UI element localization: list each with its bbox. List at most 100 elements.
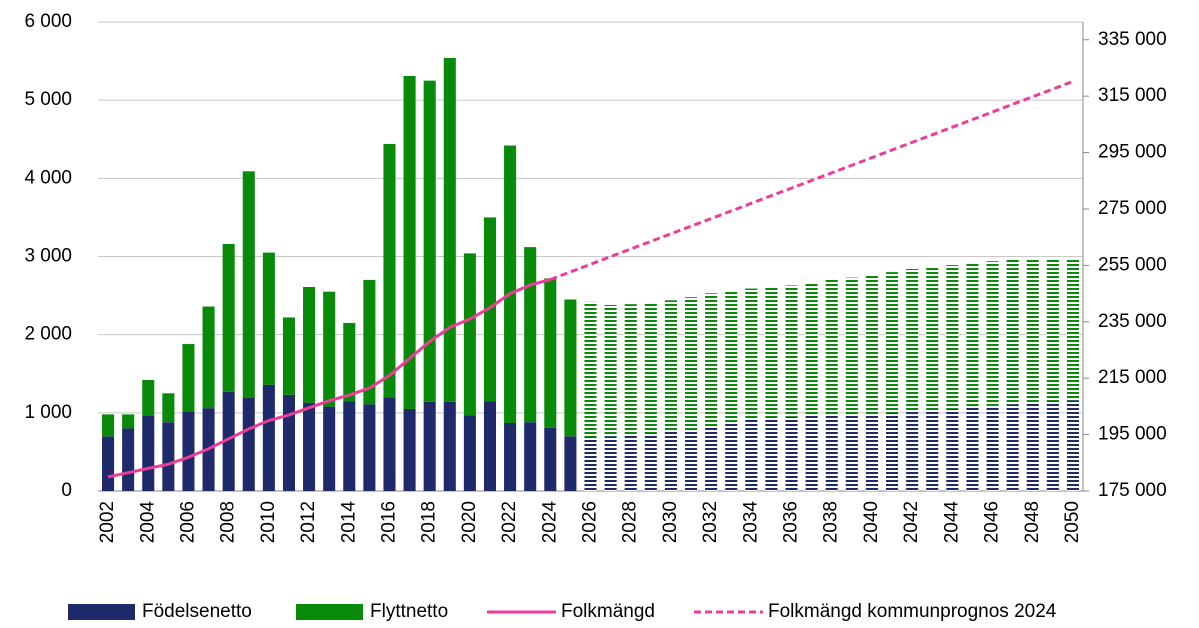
bar (664, 431, 677, 491)
x-tick-label: 2014 (338, 501, 359, 544)
bar (966, 407, 979, 491)
bar (926, 266, 939, 411)
x-tick-label: 2006 (177, 501, 198, 543)
bar (986, 261, 999, 406)
bar (906, 412, 919, 491)
bar (303, 286, 316, 403)
x-tick-label: 2008 (218, 501, 239, 543)
x-tick-label: 2032 (700, 501, 721, 543)
bar (142, 380, 155, 416)
bar (142, 415, 155, 491)
bar (845, 277, 858, 415)
bar (122, 428, 135, 491)
bar (182, 344, 195, 412)
x-tick-label: 2002 (97, 501, 118, 543)
bar (765, 417, 778, 491)
bar (202, 306, 215, 409)
x-tick-label: 2016 (378, 501, 399, 543)
bar (886, 412, 899, 491)
bar (926, 410, 939, 491)
bar (363, 404, 376, 491)
bar (443, 401, 456, 491)
x-tick-label: 2036 (781, 501, 802, 543)
bar (504, 145, 517, 423)
bar (102, 414, 115, 437)
bar (383, 143, 396, 398)
y2-tick-label: 335 000 (1098, 29, 1167, 50)
bar (1066, 400, 1079, 491)
x-tick-label: 2042 (901, 501, 922, 543)
bar (886, 272, 899, 413)
y-tick-label: 1 000 (24, 402, 72, 423)
bar (463, 415, 476, 491)
legend-label: Folkmängd kommunprognos 2024 (768, 601, 1057, 622)
bar (222, 243, 235, 392)
bar (765, 287, 778, 418)
legend-label: Flyttnetto (370, 601, 448, 622)
bar (544, 278, 557, 428)
bar (182, 411, 195, 491)
legend-swatch (296, 604, 363, 620)
bar (282, 317, 295, 395)
bar (825, 415, 838, 491)
bar (1046, 401, 1059, 491)
y2-tick-label: 315 000 (1098, 85, 1167, 106)
x-tick-label: 2028 (620, 501, 641, 543)
y2-tick-label: 175 000 (1098, 480, 1167, 501)
bar (323, 291, 336, 407)
bar (564, 436, 577, 491)
bar (383, 397, 396, 491)
bar (725, 290, 738, 423)
bar (725, 422, 738, 491)
bar (644, 303, 657, 434)
bar (524, 422, 537, 491)
bar (262, 384, 275, 491)
bar (805, 283, 818, 416)
bar (906, 269, 919, 413)
y2-tick-label: 195 000 (1098, 424, 1167, 445)
bar (162, 422, 175, 491)
bar (946, 265, 959, 409)
bar (483, 401, 497, 491)
x-tick-label: 2012 (298, 501, 319, 543)
bar (664, 300, 677, 432)
x-tick-label: 2046 (982, 501, 1003, 543)
legend-label: Födelsenetto (142, 601, 252, 622)
bar (1006, 259, 1019, 405)
bar (644, 433, 657, 491)
bar (323, 406, 336, 491)
line (549, 80, 1074, 281)
y2-tick-label: 235 000 (1098, 311, 1167, 332)
bar (745, 419, 758, 491)
bar (624, 434, 637, 491)
bar (865, 275, 878, 414)
bar (684, 429, 698, 491)
y2-tick-label: 295 000 (1098, 142, 1167, 163)
bar (303, 402, 316, 491)
x-tick-label: 2034 (740, 501, 761, 544)
x-tick-label: 2022 (499, 501, 520, 543)
y-tick-label: 3 000 (24, 246, 72, 267)
bar (242, 171, 255, 398)
bar (1006, 404, 1019, 491)
x-tick-label: 2024 (539, 501, 560, 544)
bar (524, 247, 537, 423)
bar (102, 436, 115, 491)
bar (564, 299, 577, 437)
y-tick-label: 6 000 (24, 11, 72, 32)
line (107, 278, 551, 479)
bar (825, 279, 838, 416)
bar (604, 436, 617, 491)
bar (845, 414, 858, 491)
x-tick-label: 2020 (459, 501, 480, 543)
bar (705, 293, 718, 427)
x-tick-label: 2018 (419, 501, 440, 543)
bar (865, 413, 878, 491)
y-tick-label: 0 (61, 480, 72, 501)
bar (423, 401, 436, 491)
bar (544, 427, 557, 491)
bar (946, 408, 959, 491)
bar (745, 288, 758, 420)
y-tick-label: 5 000 (24, 89, 72, 110)
